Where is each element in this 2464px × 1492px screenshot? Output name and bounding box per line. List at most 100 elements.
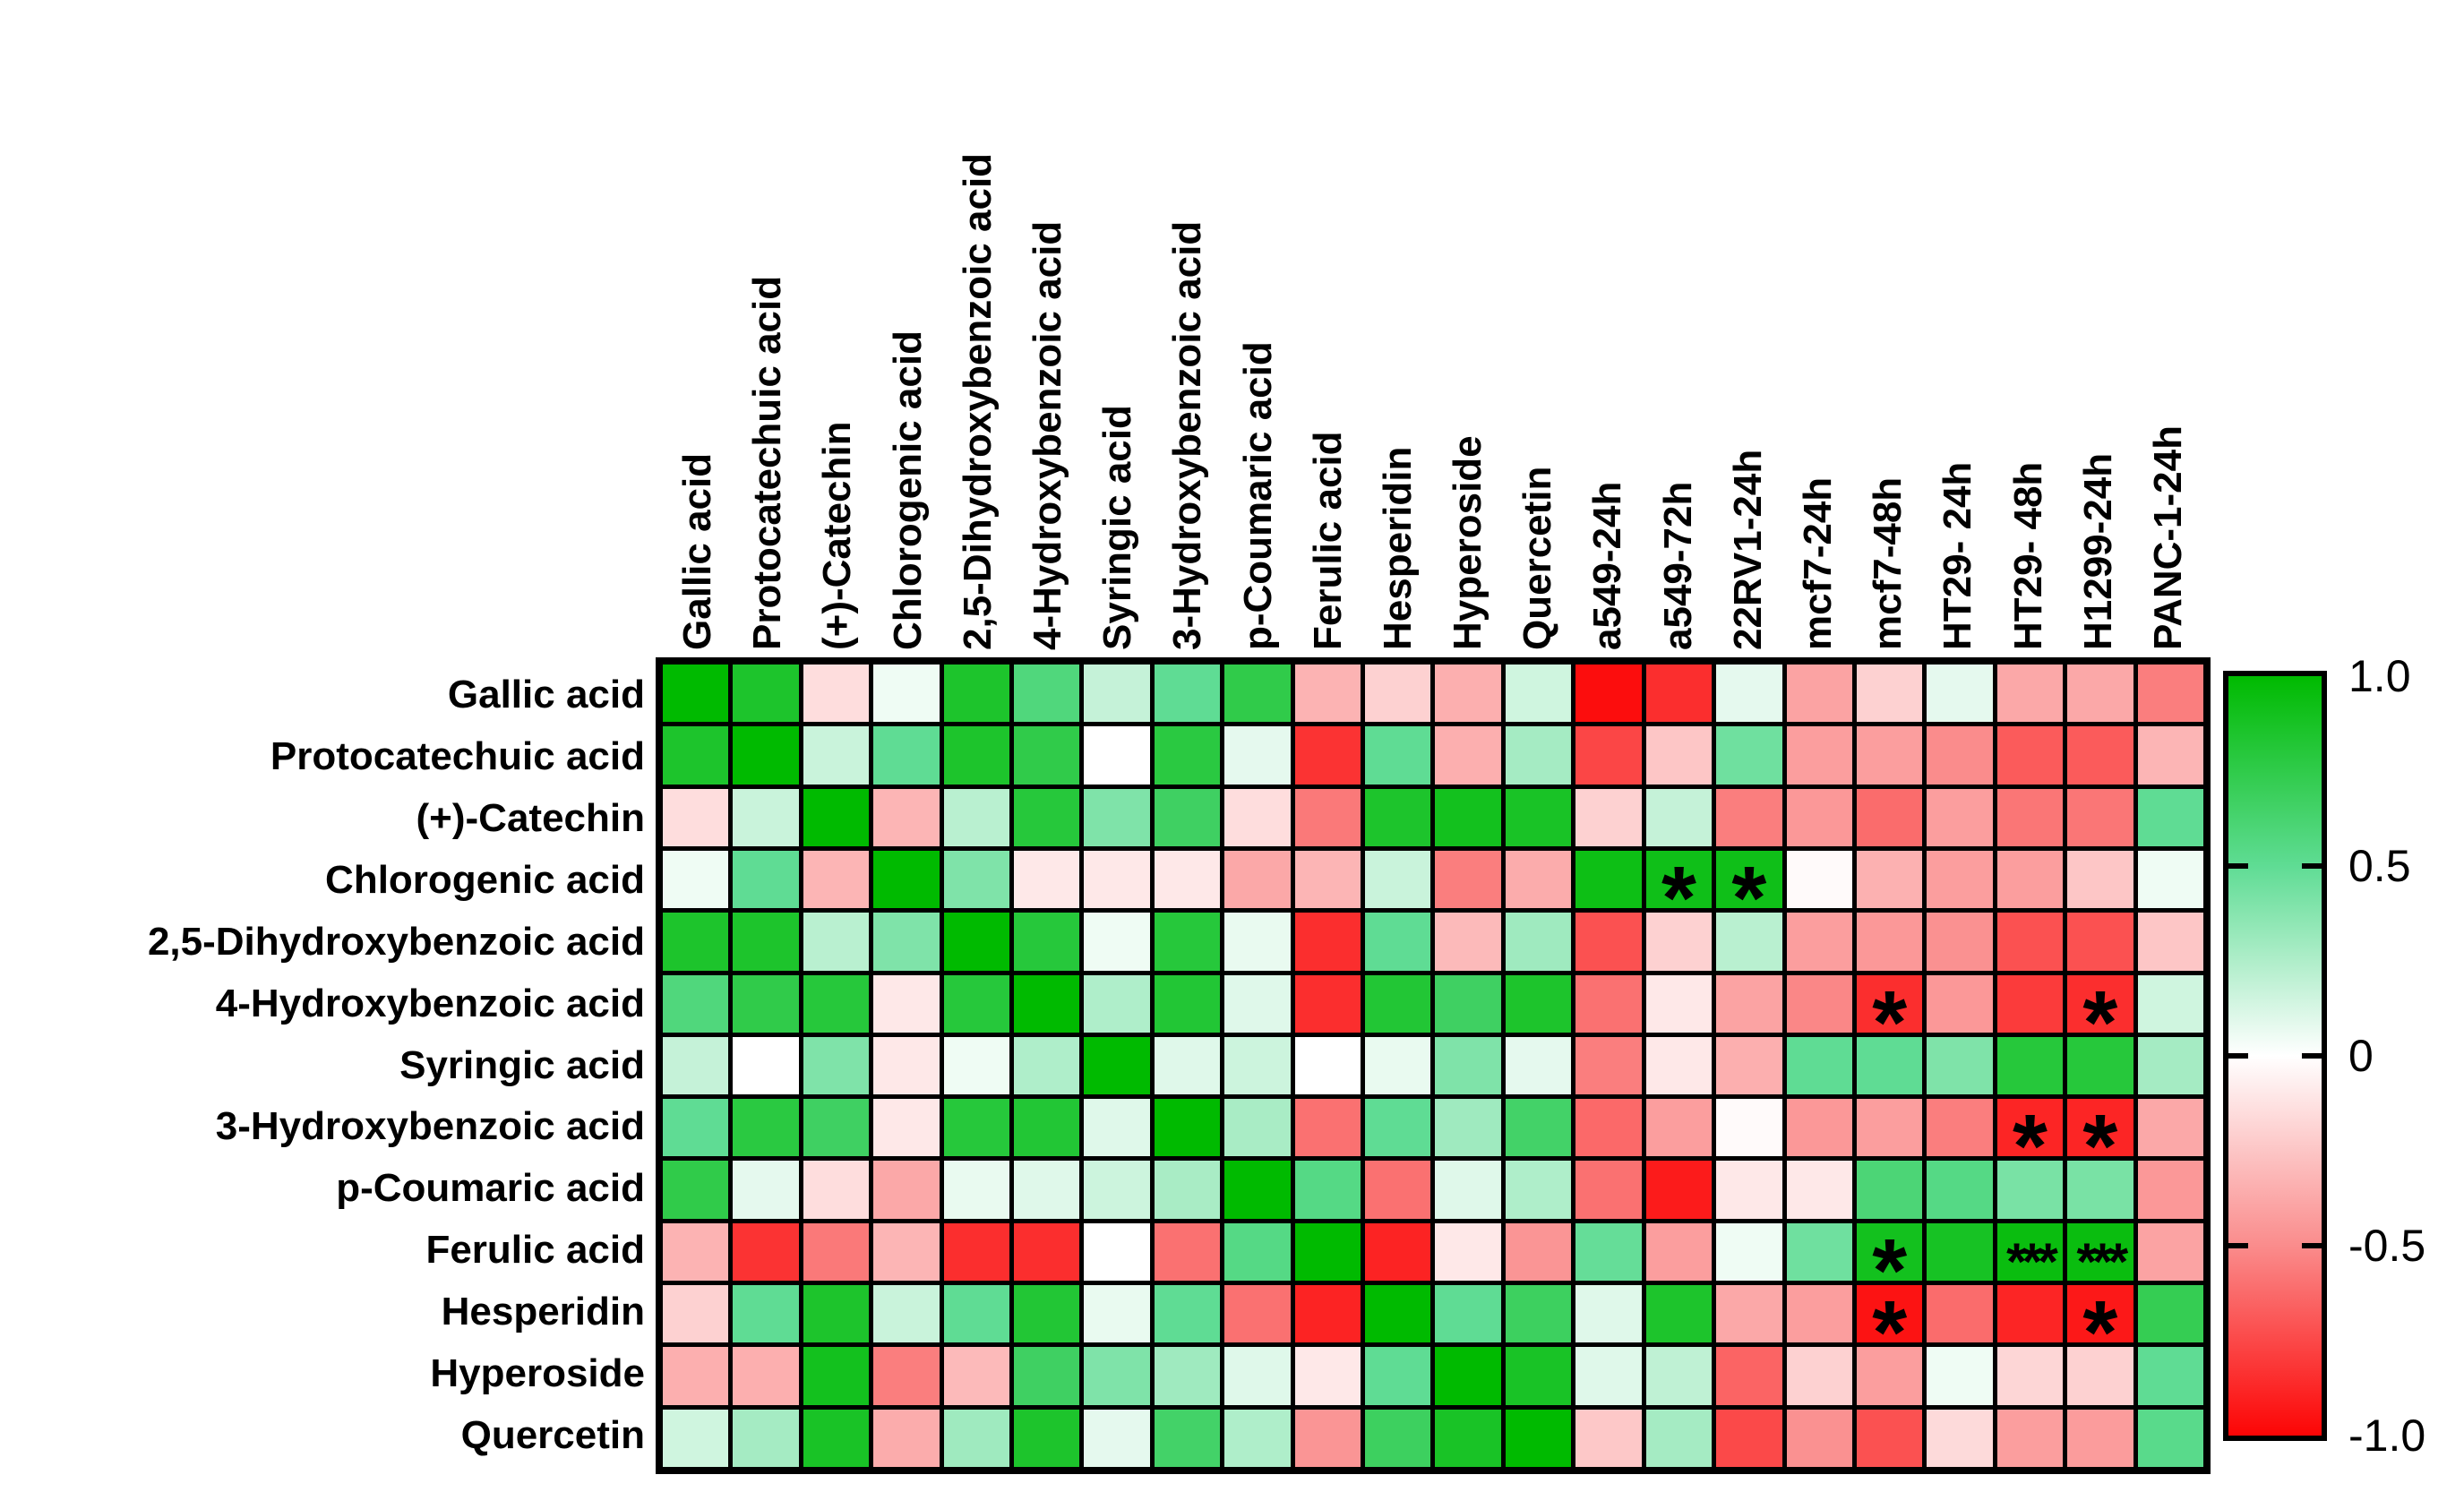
heatmap-cell [1084,1285,1150,1343]
heatmap-cell [1084,1347,1150,1405]
column-label: Hyperoside [1446,435,1490,650]
heatmap-cell [1575,1161,1642,1219]
heatmap-cell [1856,788,1923,846]
heatmap-cell [2137,1285,2203,1343]
heatmap-cell [943,788,1010,846]
heatmap-cell [1224,850,1291,909]
column-label: H1299-24h [2075,452,2120,650]
heatmap-cell [1084,1161,1150,1219]
heatmap-cell [1224,665,1291,723]
heatmap-cell [1645,1222,1713,1282]
heatmap-cell [1224,1036,1291,1095]
heatmap-cell [1856,1347,1923,1405]
colorbar-tick [2302,1053,2322,1059]
heatmap-cell [1716,1161,1782,1219]
heatmap-cell [1365,974,1431,1033]
heatmap-cell [663,665,729,723]
heatmap-cell [943,1161,1010,1219]
heatmap-cell [873,1222,940,1282]
heatmap-cell [1365,1285,1431,1343]
heatmap-cell [1716,788,1782,846]
heatmap-cell [1154,1222,1221,1282]
heatmap-cell: * [2067,1099,2133,1191]
heatmap-cell [873,1409,940,1467]
heatmap-cell [803,1099,870,1157]
column-label: (+)-Catechin [815,421,860,650]
heatmap-cell [1014,1409,1080,1467]
heatmap-cell [1927,974,1993,1033]
row-label: Gallic acid [447,673,645,716]
heatmap-cell [1786,1036,1852,1095]
heatmap-cell [1435,726,1501,785]
heatmap-cell [1084,850,1150,909]
column-label: HT29- 48h [2005,461,2050,650]
heatmap-cell [1294,850,1361,909]
heatmap-cell: * [1716,850,1782,943]
heatmap-cell [1224,726,1291,785]
heatmap-cell [2067,913,2133,971]
heatmap-cell [2067,1036,2133,1095]
heatmap-cell [1224,913,1291,971]
heatmap-cell [2137,974,2203,1033]
heatmap-cell [1365,1036,1431,1095]
heatmap-grid: * * * * * * * *** *** * * [663,665,2203,1467]
heatmap-cell [1786,665,1852,723]
heatmap-cell [1927,665,1993,723]
column-label: Gallic acid [675,452,720,650]
heatmap-cell [663,974,729,1033]
column-label: mcf7-24h [1796,476,1840,650]
heatmap-cell [1084,974,1150,1033]
heatmap-cell [1154,726,1221,785]
heatmap-cell [1645,974,1713,1033]
heatmap-cell [1294,913,1361,971]
heatmap-cell [1927,1347,1993,1405]
row-label: Hesperidin [441,1290,645,1334]
heatmap-cell [1645,1285,1713,1343]
heatmap-cell [663,1161,729,1219]
heatmap-cell [1154,974,1221,1033]
heatmap-cell [1856,913,1923,971]
heatmap-cell [1786,726,1852,785]
heatmap-cell [803,1161,870,1219]
colorbar-tick-label: -0.5 [2348,1221,2426,1271]
heatmap-cell [663,1347,729,1405]
heatmap-cell [1224,1347,1291,1405]
heatmap-cell [1014,1099,1080,1157]
heatmap-frame: * * * * * * * *** *** * * [656,657,2211,1474]
heatmap-cell [1014,788,1080,846]
heatmap-cell [1786,1285,1852,1343]
heatmap-cell [1996,726,2064,785]
heatmap-cell [1154,665,1221,723]
heatmap-cell [1365,913,1431,971]
heatmap-cell [943,1347,1010,1405]
heatmap-cell [803,974,870,1033]
heatmap-cell [733,665,799,723]
heatmap-cell [1575,1099,1642,1157]
heatmap-cell [1927,850,1993,909]
heatmap-cell [1505,974,1572,1033]
heatmap-cell [1786,1099,1852,1157]
row-label: 3-Hydroxybenzoic acid [215,1104,645,1149]
heatmap-cell [1856,1409,1923,1467]
heatmap-cell: * [1996,1099,2064,1191]
heatmap-cell [873,850,940,909]
heatmap-cell [1575,1347,1642,1405]
column-label: 4-Hydroxybenzoic acid [1026,220,1069,650]
heatmap-cell [1505,1222,1572,1282]
heatmap-cell [2137,1222,2203,1282]
heatmap-cell [1294,1161,1361,1219]
colorbar-tick [2228,863,2248,869]
colorbar-tick [2228,1243,2248,1248]
heatmap-cell [803,1036,870,1095]
heatmap-cell [1856,665,1923,723]
column-label: 3-Hydroxybenzoic acid [1165,220,1210,650]
heatmap-cell [1294,1409,1361,1467]
heatmap-cell [1365,1409,1431,1467]
heatmap-cell [1505,913,1572,971]
heatmap-cell [1014,1222,1080,1282]
heatmap-cell [1435,1036,1501,1095]
heatmap-cell [1084,1099,1150,1157]
heatmap-cell [1154,1285,1221,1343]
heatmap-cell [1716,1222,1782,1282]
heatmap-cell [1716,1347,1782,1405]
